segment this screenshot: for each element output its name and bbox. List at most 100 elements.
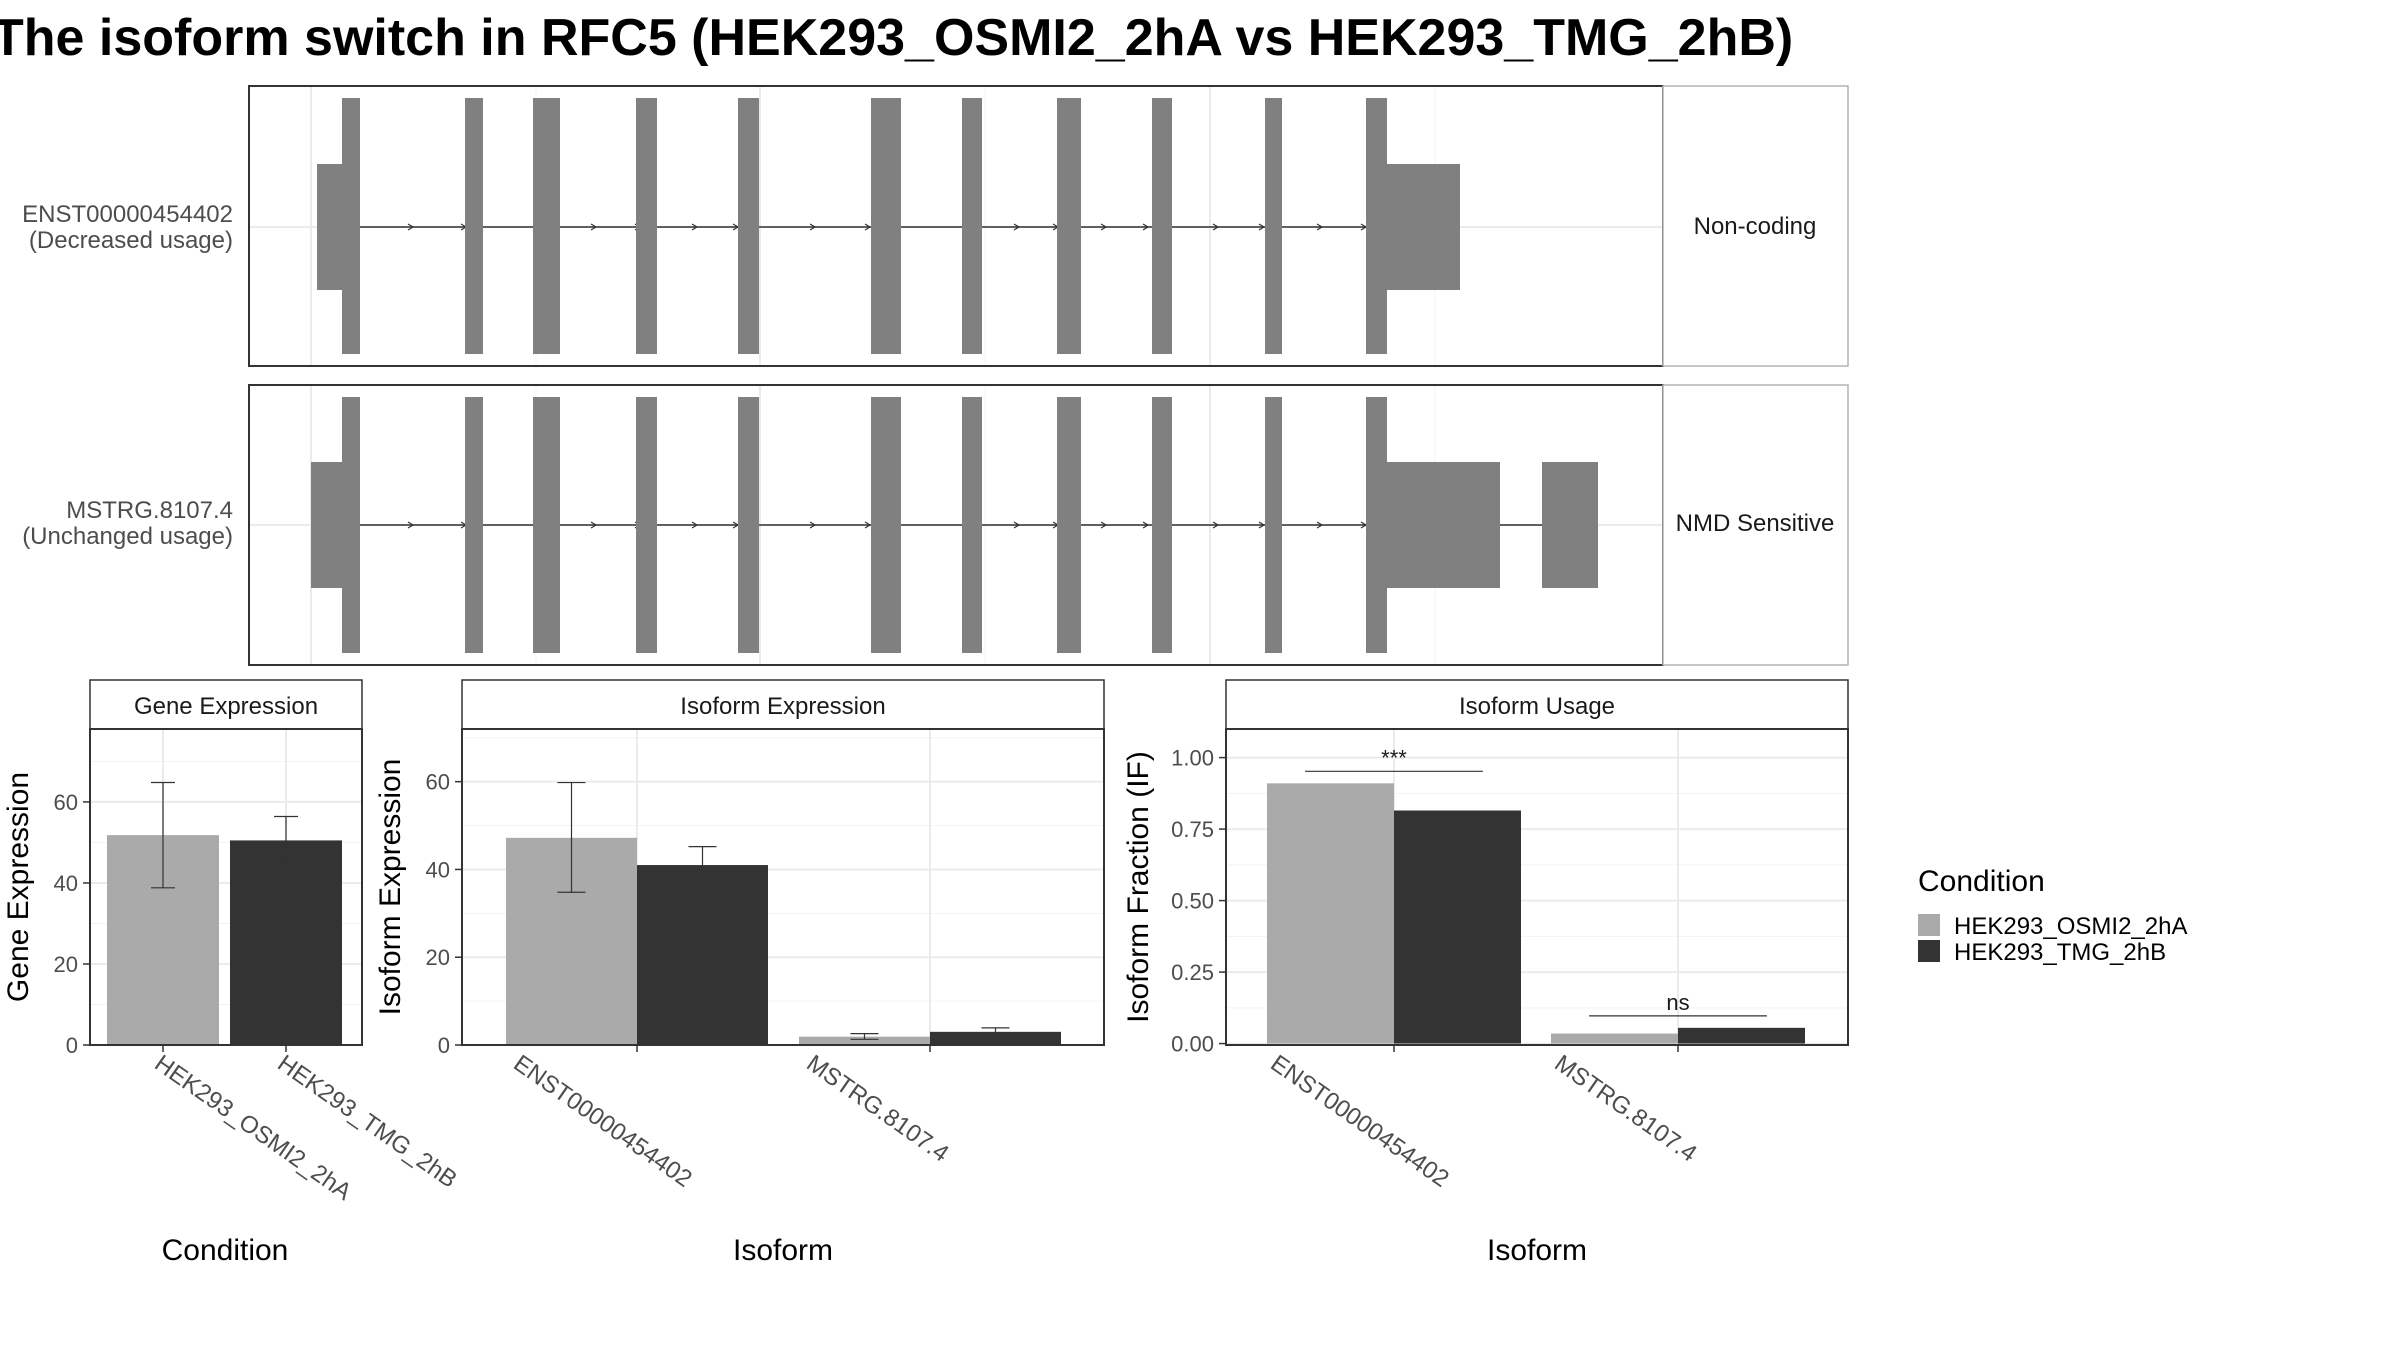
coding-exon [342, 98, 360, 354]
gene-model-panel [248, 85, 1849, 666]
coding-exon [738, 98, 759, 354]
coding-exon [1152, 98, 1172, 354]
y-axis-title: Isoform Expression [374, 759, 407, 1016]
y-tick-label: 0.50 [1171, 889, 1214, 914]
coding-exon [1265, 98, 1282, 354]
legend-label-cond-a: HEK293_OSMI2_2hA [1954, 913, 2187, 940]
transcript-label-2-id: MSTRG.8107.4 [66, 497, 233, 524]
y-tick-label: 0 [438, 1033, 450, 1058]
intron-arrow [590, 521, 598, 529]
bar-HEK293_TMG_2hB [230, 840, 342, 1045]
intron-arrow [864, 223, 872, 231]
facet-strip-label-1: Non-coding [1694, 213, 1817, 240]
y-tick-label: 60 [54, 790, 78, 815]
x-tick-label: MSTRG.8107.4 [802, 1050, 954, 1168]
significance-label: *** [1381, 745, 1407, 770]
utr-exon [1385, 462, 1500, 588]
coding-exon [738, 397, 759, 653]
coding-exon [962, 98, 982, 354]
intron-arrow [1212, 521, 1220, 529]
utr-exon [1542, 462, 1598, 588]
coding-exon [1152, 397, 1172, 653]
intron-arrow [1316, 521, 1324, 529]
intron-arrow [1258, 223, 1266, 231]
bar-ENST00000454402-HEK293_OSMI2_2hA [1267, 783, 1394, 1044]
bar-MSTRG.8107.4-HEK293_OSMI2_2hA [1551, 1033, 1678, 1044]
transcript-label-2-usage: (Unchanged usage) [22, 523, 233, 550]
y-tick-label: 0.00 [1171, 1032, 1214, 1057]
intron-arrow [1100, 223, 1108, 231]
y-tick-label: 40 [426, 857, 450, 882]
coding-exon [1057, 98, 1081, 354]
intron-arrow [691, 521, 699, 529]
coding-exon [636, 397, 657, 653]
x-tick-label: MSTRG.8107.4 [1550, 1050, 1702, 1168]
intron-arrow [1100, 521, 1108, 529]
y-tick-label: 60 [426, 770, 450, 795]
x-tick-label: ENST00000454402 [1266, 1050, 1454, 1193]
utr-exon [311, 462, 344, 588]
coding-exon [465, 98, 483, 354]
facet-strip-label-2: NMD Sensitive [1676, 510, 1835, 537]
panel-strip [461, 679, 1105, 730]
y-tick-label: 0 [66, 1033, 78, 1058]
coding-exon [962, 397, 982, 653]
facet-strip [1662, 384, 1849, 666]
facet-strip [1662, 85, 1849, 367]
panel-title: Gene Expression [134, 693, 318, 720]
y-tick-label: 0.25 [1171, 960, 1214, 985]
coding-exon [1057, 397, 1081, 653]
coding-exon [636, 98, 657, 354]
intron-arrow [590, 223, 598, 231]
y-tick-label: 20 [426, 945, 450, 970]
y-tick-label: 1.00 [1171, 746, 1214, 771]
bar-MSTRG.8107.4-HEK293_TMG_2hB [1678, 1027, 1805, 1044]
bar-panels: Gene Expression0204060HEK293_OSMI2_2hAHE… [2, 679, 1849, 1267]
chart-title: The isoform switch in RFC5 (HEK293_OSMI2… [0, 9, 1794, 67]
panel-strip [1225, 679, 1849, 730]
transcript-label-1-usage: (Decreased usage) [29, 227, 233, 254]
coding-exon [1366, 397, 1387, 653]
bar-MSTRG.8107.4-HEK293_OSMI2_2hA [799, 1036, 930, 1045]
x-axis-title: Condition [162, 1234, 289, 1267]
panel-border [89, 728, 363, 1046]
coding-exon [1265, 397, 1282, 653]
coding-exon [533, 98, 560, 354]
intron-arrow [809, 521, 817, 529]
intron-arrow [809, 223, 817, 231]
x-axis-title: Isoform [733, 1234, 833, 1267]
transcript-label-1-id: ENST00000454402 [22, 201, 233, 228]
x-tick-label: ENST00000454402 [509, 1050, 697, 1193]
gene-model-track-1 [248, 85, 1849, 367]
bar-ENST00000454402-HEK293_TMG_2hB [1394, 810, 1521, 1044]
x-axis-title: Isoform [1487, 1234, 1587, 1267]
coding-exon [871, 397, 901, 653]
y-tick-label: 40 [54, 871, 78, 896]
bar-MSTRG.8107.4-HEK293_TMG_2hB [930, 1031, 1061, 1045]
legend-key-cond-b [1918, 940, 1940, 962]
coding-exon [342, 397, 360, 653]
intron-arrow [1142, 223, 1150, 231]
panel-title: Isoform Usage [1459, 693, 1615, 720]
intron-arrow [864, 521, 872, 529]
panel-border [1225, 728, 1849, 1046]
coding-exon [465, 397, 483, 653]
intron-arrow [1142, 521, 1150, 529]
y-tick-label: 20 [54, 952, 78, 977]
intron-arrow [1013, 223, 1021, 231]
utr-exon [1385, 164, 1460, 290]
y-tick-label: 0.75 [1171, 817, 1214, 842]
intron-arrow [1013, 521, 1021, 529]
legend: Condition HEK293_OSMI2_2hA HEK293_TMG_2h… [1918, 865, 2187, 966]
intron-arrow [407, 521, 415, 529]
bar-panel-2: Isoform Expression 0 20 40 60 ENST00000454402… [374, 679, 1105, 1267]
intron-arrow [407, 223, 415, 231]
significance-label: ns [1666, 990, 1689, 1015]
panel-title: Isoform Expression [680, 693, 885, 720]
intron-arrow [1258, 521, 1266, 529]
coding-exon [871, 98, 901, 354]
intron-arrow [691, 223, 699, 231]
y-axis-title: Isoform Fraction (IF) [1122, 751, 1155, 1023]
legend-label-cond-b: HEK293_TMG_2hB [1954, 939, 2166, 966]
utr-exon [317, 164, 344, 290]
